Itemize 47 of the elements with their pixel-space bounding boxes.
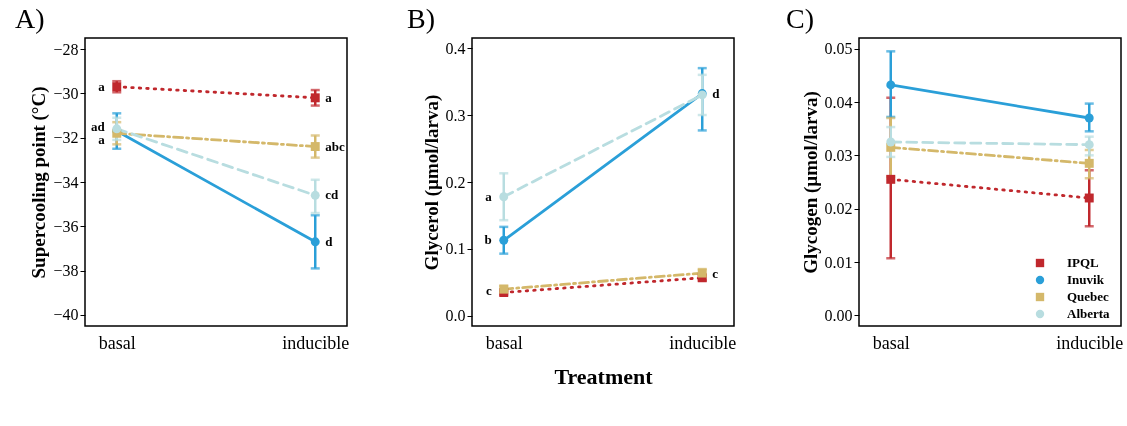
y-tick-label: −40 <box>53 306 79 324</box>
chart-title: A) <box>14 3 45 34</box>
legend-label: IPQL <box>1067 255 1100 270</box>
y-tick-label: 0.3 <box>445 106 466 124</box>
y-tick-label: −28 <box>53 40 79 58</box>
legend-label: Alberta <box>1067 306 1111 321</box>
y-tick-label: 0.0 <box>445 307 466 325</box>
annotation: c <box>485 283 492 299</box>
x-tick-label: basal <box>98 332 136 353</box>
y-tick-label: −32 <box>53 129 79 147</box>
y-tick-label: 0.00 <box>824 306 853 324</box>
x-tick-label: basal <box>485 332 523 353</box>
annotation: a <box>485 188 493 204</box>
y-tick-label: 0.05 <box>824 40 853 58</box>
x-tick-label: inducible <box>1056 332 1124 353</box>
legend-label: Inuvik <box>1067 272 1105 287</box>
annotation: a <box>98 131 106 147</box>
annotation: b <box>484 232 492 248</box>
y-tick-label: 0.1 <box>445 240 466 258</box>
chart-title: C) <box>786 2 814 34</box>
y-axis-title: Glycogen (µmol/larva) <box>799 91 822 274</box>
y-tick-label: 0.04 <box>824 93 853 111</box>
x-tick-label: basal <box>872 332 910 353</box>
y-tick-label: 0.03 <box>824 146 853 164</box>
y-tick-label: 0.02 <box>824 200 853 218</box>
annotation: c <box>712 265 719 281</box>
y-tick-label: −34 <box>53 173 79 191</box>
y-tick-label: −38 <box>53 262 79 280</box>
y-axis-title: Glycerol (µmol/larva) <box>420 94 443 271</box>
x-axis-title: Treatment <box>554 363 654 389</box>
annotation: abc <box>325 138 345 154</box>
y-tick-label: 0.2 <box>445 173 466 191</box>
legend-label: Quebec <box>1067 289 1110 304</box>
y-axis-title: Supercooling point (°C) <box>28 86 51 279</box>
y-tick-label: −30 <box>53 84 79 102</box>
y-tick-label: 0.4 <box>445 39 466 57</box>
annotation: a <box>325 89 333 105</box>
annotation: d <box>325 233 334 249</box>
annotation: cd <box>325 187 340 203</box>
y-tick-label: −36 <box>53 217 79 235</box>
x-tick-label: inducible <box>282 332 350 353</box>
annotation: a <box>98 78 106 94</box>
y-tick-label: 0.01 <box>824 253 853 271</box>
annotation: d <box>712 85 721 101</box>
annotation: ad <box>91 118 106 134</box>
chart-title: B) <box>407 3 435 34</box>
x-tick-label: inducible <box>669 332 737 353</box>
